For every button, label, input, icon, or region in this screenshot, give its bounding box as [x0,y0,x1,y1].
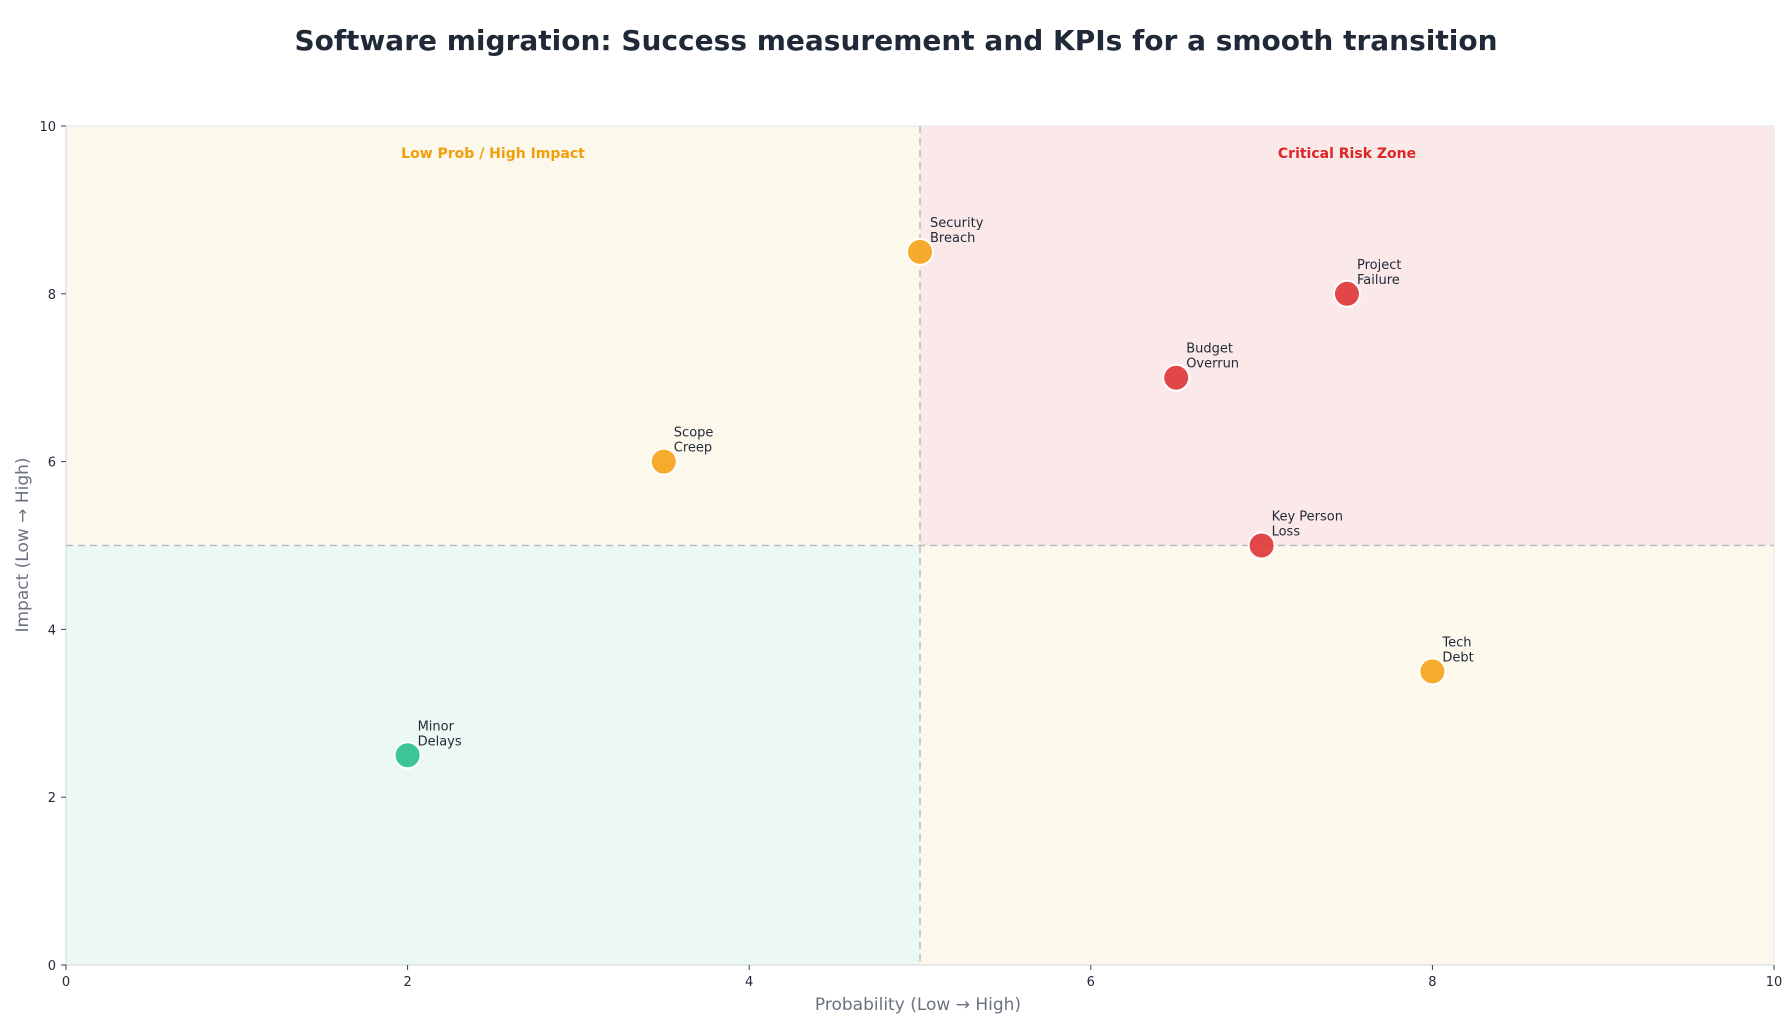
data-point-label-line: Delays [418,734,462,749]
x-tick-label: 6 [1087,975,1095,990]
data-point-label-line: Failure [1357,273,1400,288]
data-point-label: Tech Debt [1441,635,1473,665]
zone-bottom-left [66,545,920,965]
data-point-group[interactable]: Budget Overrun [1162,342,1239,392]
zone-label-top-right: Critical Risk Zone [1278,146,1416,162]
y-axis-title: Impact (Low → High) [13,457,33,632]
y-tick-label: 6 [48,456,56,471]
data-point-group[interactable]: Security Breach [906,216,984,266]
data-point-label-line: Security [930,216,984,231]
data-point-marker[interactable] [393,741,422,770]
zone-bottom-right [920,545,1774,965]
zone-top-right [920,126,1774,546]
axes: 0 2 4 6 8 10 0 2 4 6 8 10 [39,120,1782,990]
chart-title: Software migration: Success measurement … [294,24,1498,57]
data-point-marker[interactable] [649,447,678,476]
data-point-label: Security Breach [930,216,984,246]
y-tick-label: 2 [48,791,56,806]
zone-top-left [66,126,920,546]
zone-label-top-left: Low Prob / High Impact [401,146,585,162]
y-tick-label: 4 [48,623,56,638]
threshold-lines [66,126,1774,965]
data-point-label-line: Loss [1272,525,1301,540]
data-point-group[interactable]: Tech Debt [1418,635,1474,686]
data-point-marker[interactable] [906,237,934,266]
data-point-label: Minor Delays [418,719,462,749]
y-tick-label: 10 [39,120,56,135]
x-tick-label: 0 [62,975,70,990]
x-tick-label: 2 [403,975,411,990]
zone-labels: Low Prob / High Impact Critical Risk Zone [401,146,1416,162]
data-point-label: Key Person Loss [1272,510,1343,540]
data-point-marker[interactable] [1418,657,1447,686]
data-point-marker[interactable] [1333,279,1361,308]
data-point-label-line: Key Person [1272,510,1343,525]
x-tick-label: 4 [745,975,753,990]
quadrant-zones [65,125,1775,966]
data-point-group[interactable]: Scope Creep [649,426,714,476]
data-point-label-line: Budget [1186,342,1233,357]
data-point-label-line: Scope [674,426,714,441]
data-point-label-line: Debt [1442,650,1473,665]
data-point-label: Project Failure [1357,258,1401,288]
data-point-label-line: Breach [930,231,975,246]
data-point-marker[interactable] [1247,531,1276,560]
data-point-label-line: Minor [418,719,455,734]
y-tick-label: 8 [48,288,56,303]
data-point-group[interactable]: Project Failure [1333,258,1401,308]
data-point-label-line: Project [1357,258,1401,273]
data-points: Security Breach Project Failure Budget Overru… [393,216,1474,770]
data-point-group[interactable]: Minor Delays [393,719,462,770]
data-point-label: Scope Creep [674,426,714,456]
y-tick-label: 0 [48,959,56,974]
x-tick-label: 8 [1428,975,1436,990]
x-axis-title: Probability (Low → High) [815,995,1021,1015]
x-tick-label: 10 [1766,975,1783,990]
data-point-marker[interactable] [1162,363,1191,392]
data-point-label: Budget Overrun [1186,342,1239,372]
data-point-label-line: Overrun [1186,357,1239,372]
data-point-label-line: Creep [674,441,712,456]
data-point-group[interactable]: Key Person Loss [1247,510,1343,560]
data-point-label-line: Tech [1441,635,1471,650]
